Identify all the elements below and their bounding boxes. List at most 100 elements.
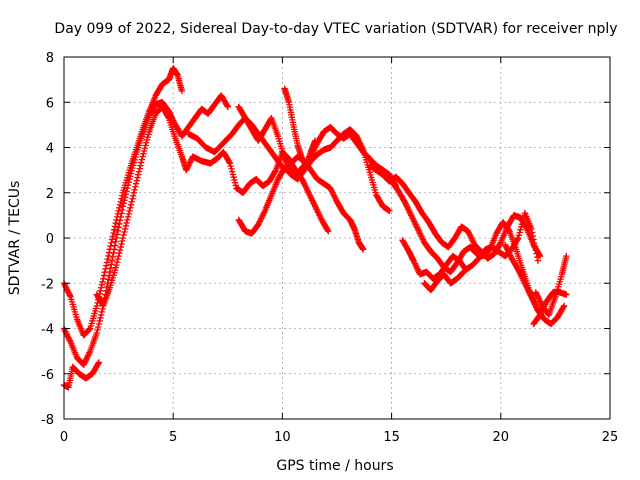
data-point bbox=[563, 252, 570, 260]
data-point bbox=[98, 308, 106, 316]
data-point bbox=[132, 183, 139, 190]
y-tick-label: -8 bbox=[41, 413, 54, 428]
data-point bbox=[97, 314, 104, 322]
series-track-12 bbox=[421, 268, 467, 294]
data-point bbox=[122, 222, 130, 230]
data-point bbox=[105, 276, 112, 283]
data-point bbox=[122, 191, 130, 198]
data-point bbox=[116, 220, 123, 228]
data-point bbox=[132, 180, 140, 187]
data-point bbox=[124, 182, 132, 189]
x-axis-label: GPS time / hours bbox=[276, 458, 393, 474]
data-point bbox=[113, 261, 120, 269]
data-point bbox=[95, 360, 102, 367]
data-point bbox=[528, 229, 536, 236]
data-point bbox=[95, 359, 103, 366]
data-point bbox=[134, 174, 141, 181]
data-point bbox=[114, 255, 122, 263]
data-point bbox=[103, 262, 110, 269]
data-point bbox=[99, 278, 106, 285]
data-point bbox=[271, 168, 279, 175]
data-point bbox=[124, 213, 132, 221]
data-point bbox=[311, 137, 319, 144]
data-point bbox=[135, 171, 142, 178]
data-point bbox=[111, 223, 119, 230]
data-point bbox=[86, 326, 93, 333]
data-point bbox=[103, 259, 111, 266]
data-point bbox=[97, 311, 105, 319]
data-point bbox=[112, 238, 119, 245]
data-point bbox=[325, 228, 332, 235]
data-point bbox=[100, 275, 107, 282]
data-point bbox=[560, 303, 567, 311]
data-point bbox=[224, 103, 231, 110]
data-point bbox=[528, 225, 535, 233]
data-point bbox=[530, 236, 537, 243]
x-tick-label: 0 bbox=[60, 430, 68, 445]
data-point bbox=[119, 203, 127, 210]
data-point bbox=[459, 269, 467, 276]
data-point bbox=[534, 253, 541, 261]
data-point bbox=[531, 243, 539, 250]
y-tick-label: 8 bbox=[46, 51, 54, 66]
data-point bbox=[98, 281, 106, 288]
x-tick-label: 25 bbox=[602, 430, 619, 445]
data-point bbox=[114, 227, 122, 235]
data-point bbox=[505, 227, 513, 234]
data-point bbox=[116, 249, 123, 257]
data-point bbox=[96, 317, 103, 325]
data-point bbox=[109, 253, 116, 261]
data-point bbox=[531, 239, 538, 247]
y-tick-label: -6 bbox=[41, 368, 54, 383]
data-point bbox=[109, 233, 116, 240]
data-point bbox=[164, 113, 172, 121]
data-point bbox=[95, 320, 103, 328]
data-point bbox=[137, 159, 145, 166]
data-point bbox=[127, 204, 134, 212]
data-point bbox=[108, 239, 115, 246]
y-axis-label: SDTVAR / TECUs bbox=[7, 181, 23, 296]
data-point bbox=[95, 323, 102, 331]
data-point bbox=[563, 291, 570, 298]
data-point bbox=[178, 87, 186, 95]
axis-ticks: 0 5 10 15 20 25 -8 -6 -4 -2 0 2 4 6 8 bbox=[41, 51, 618, 445]
data-point bbox=[460, 268, 467, 276]
data-point bbox=[126, 207, 133, 215]
y-tick-label: -2 bbox=[41, 277, 54, 292]
data-point bbox=[360, 246, 367, 253]
data-point bbox=[116, 217, 124, 224]
data-point bbox=[117, 213, 124, 221]
data-point bbox=[138, 156, 146, 163]
data-point bbox=[110, 249, 117, 257]
data-point bbox=[127, 201, 135, 209]
data-point bbox=[386, 207, 393, 215]
data-point bbox=[115, 252, 122, 260]
data-point bbox=[129, 192, 137, 199]
data-point bbox=[119, 206, 126, 214]
data-point bbox=[123, 188, 130, 195]
data-point bbox=[112, 219, 119, 227]
data-points bbox=[60, 65, 570, 391]
data-point bbox=[124, 216, 131, 224]
data-point bbox=[125, 210, 132, 218]
data-point bbox=[97, 287, 104, 294]
data-point bbox=[117, 243, 124, 251]
data-point bbox=[514, 236, 521, 243]
data-point bbox=[135, 168, 143, 175]
y-tick-label: 4 bbox=[46, 142, 54, 157]
data-point bbox=[113, 231, 121, 238]
data-point bbox=[121, 197, 128, 204]
data-point bbox=[111, 226, 118, 233]
data-point bbox=[496, 240, 504, 247]
x-tick-label: 10 bbox=[274, 430, 291, 445]
data-point bbox=[123, 219, 130, 227]
data-point bbox=[121, 194, 129, 201]
data-point bbox=[534, 257, 542, 264]
y-tick-label: 6 bbox=[46, 96, 54, 111]
data-point bbox=[93, 329, 100, 337]
data-point bbox=[93, 302, 100, 310]
data-point bbox=[108, 257, 116, 264]
data-point bbox=[560, 302, 568, 310]
